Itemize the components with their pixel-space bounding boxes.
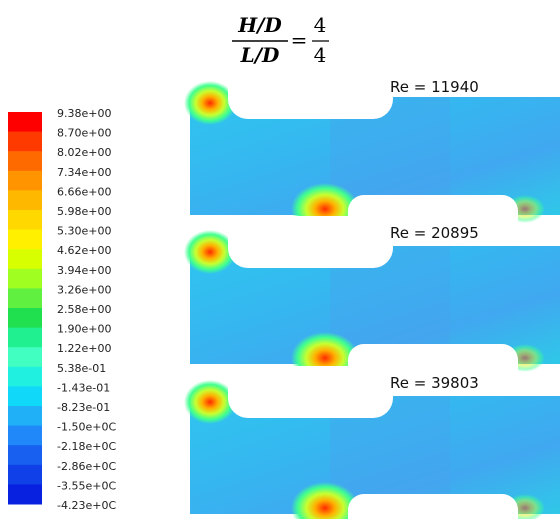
contour-panel: Re = 39803	[184, 366, 560, 519]
colorbar-label: 3.26e+00	[57, 283, 111, 296]
colorbar-label: -2.18e+0C	[57, 440, 116, 453]
color-swatch	[8, 347, 42, 368]
color-swatch	[8, 464, 42, 485]
header: H/D L/D	[232, 13, 288, 67]
hot-spot	[184, 230, 236, 274]
panel-label: Re = 11940	[390, 78, 479, 96]
cutout	[348, 344, 518, 384]
colorbar-label: 5.30e+00	[57, 225, 111, 238]
colorbar-label: 1.22e+00	[57, 342, 111, 355]
contour-panel: Re = 11940	[184, 67, 560, 235]
color-swatch	[8, 386, 42, 407]
color-swatch	[8, 327, 42, 348]
hot-spot	[184, 81, 236, 125]
left-numerator: H/D	[237, 13, 282, 37]
colorbar-label: 9.38e+00	[57, 107, 111, 120]
color-swatch	[8, 406, 42, 427]
colorbar-label: -3.55e+0C	[57, 479, 116, 492]
left-denominator: L/D	[240, 43, 280, 67]
color-swatch	[8, 229, 42, 250]
panel-label: Re = 20895	[390, 224, 479, 242]
colorbar: 9.38e+00 8.70e+00 8.02e+00 7.34e+00 6.66e+00…	[8, 107, 116, 512]
color-swatch	[8, 445, 42, 466]
color-swatch	[8, 131, 42, 152]
contour-panel: Re = 20895	[184, 216, 560, 384]
colorbar-label: 2.58e+00	[57, 303, 111, 316]
colorbar-label: 6.66e+00	[57, 185, 111, 198]
color-swatch	[8, 484, 42, 505]
colorbar-label: 5.98e+00	[57, 205, 111, 218]
colorbar-label: 1.90e+00	[57, 323, 111, 336]
cutout	[348, 195, 518, 235]
color-swatch	[8, 288, 42, 309]
right-denominator: 4	[314, 43, 327, 67]
color-swatch	[8, 190, 42, 211]
color-swatch	[8, 170, 42, 191]
cutout	[228, 366, 393, 418]
color-swatch	[8, 112, 42, 133]
color-swatch	[8, 151, 42, 172]
equals: =	[291, 28, 308, 52]
color-swatch	[8, 366, 42, 387]
color-swatch	[8, 268, 42, 289]
color-swatch	[8, 425, 42, 446]
panel-label: Re = 39803	[390, 374, 479, 392]
colorbar-label: -1.43e-01	[57, 381, 110, 394]
colorbar-label: -4.23e+0C	[57, 499, 116, 512]
colorbar-label: 8.70e+00	[57, 127, 111, 140]
cutout	[228, 67, 393, 119]
colorbar-label: 8.02e+00	[57, 146, 111, 159]
color-swatch	[8, 308, 42, 329]
header-right: = 4 4	[291, 13, 329, 67]
colorbar-label: 3.94e+00	[57, 264, 111, 277]
hot-spot	[184, 380, 236, 424]
right-numerator: 4	[314, 13, 327, 37]
colorbar-label: -8.23e-01	[57, 401, 110, 414]
colorbar-label: 7.34e+00	[57, 166, 111, 179]
cutout	[348, 494, 518, 519]
colorbar-label: -1.50e+0C	[57, 421, 116, 434]
color-swatch	[8, 210, 42, 231]
colorbar-label: 5.38e-01	[57, 362, 106, 375]
color-swatch	[8, 249, 42, 270]
panels: Re = 11940 Re = 20895 Re = 39803	[184, 67, 560, 519]
cutout	[228, 216, 393, 268]
hot-spot	[291, 482, 359, 519]
colorbar-label: 4.62e+00	[57, 244, 111, 257]
colorbar-label: -2.86e+0C	[57, 460, 116, 473]
